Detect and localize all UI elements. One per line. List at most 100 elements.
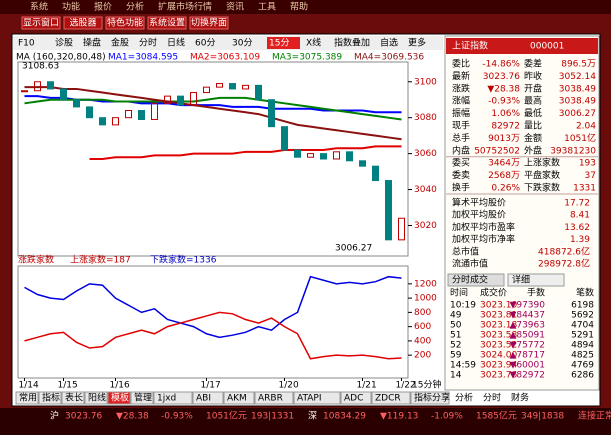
bottom-tab[interactable] (410, 391, 450, 405)
chart-tab[interactable]: X线 (306, 37, 321, 49)
trade-tab[interactable] (507, 273, 565, 287)
bottom-tab[interactable] (293, 391, 341, 405)
bottom-tab-label[interactable]: ARBR (258, 394, 283, 404)
bottom-tab-label[interactable]: 常用 (19, 392, 37, 404)
bottom-tab[interactable] (61, 391, 85, 405)
bottom-tab-label[interactable]: 表长 (65, 392, 83, 404)
stat-label: 加权平均股价 (452, 209, 506, 221)
quote-label: 开盘 (524, 82, 542, 94)
bottom-tab-label[interactable]: 1jxd (157, 394, 176, 404)
ma-label: MA4=3069.536 (354, 53, 424, 63)
quote-value: 9013万 (488, 134, 520, 144)
trade-tab-label[interactable]: 分时成交 (452, 274, 488, 286)
toolbar-label[interactable]: 显示窗口 (23, 17, 59, 29)
chart-tab[interactable]: 日线 (167, 37, 185, 49)
trade-cell: 4769 (571, 361, 594, 371)
menu-item[interactable]: 工具 (258, 2, 276, 13)
chart-tab[interactable]: 诊股 (55, 37, 73, 49)
x-tick-label: 1/15 (58, 381, 78, 391)
chart-tab[interactable]: 自选 (380, 37, 398, 49)
stat-value: 298972.8亿 (538, 258, 590, 270)
chart-tab[interactable]: 15分 (269, 38, 289, 49)
bottom-tab[interactable] (38, 391, 62, 405)
trade-header: 成交价 (480, 287, 507, 299)
status-item: 10834.29 (323, 412, 366, 422)
bottom-tab[interactable] (107, 391, 131, 405)
trade-tab[interactable] (447, 273, 505, 287)
trade-cell: ▼84437 (509, 311, 545, 321)
bottom-tab[interactable] (153, 391, 193, 405)
quote-header (446, 38, 598, 54)
bottom-tab[interactable] (371, 391, 411, 405)
y-tick-label: 1200 (414, 279, 437, 289)
bottom-tab[interactable] (84, 391, 108, 405)
side-tab[interactable]: 财务 (511, 392, 529, 404)
chart-tab[interactable]: 30分 (232, 38, 252, 49)
candle (99, 117, 106, 126)
chart-tab[interactable]: 指数叠加 (334, 37, 370, 49)
trade-cell: ▼75772 (509, 341, 545, 351)
menu-item[interactable]: 系统 (30, 1, 48, 13)
indicator-line (24, 311, 402, 360)
chart-tab[interactable]: 分时 (139, 37, 157, 49)
toolbar-button[interactable] (105, 16, 145, 30)
quote-value: ▼28.38 (487, 84, 520, 94)
bottom-tab[interactable] (340, 391, 372, 405)
bottom-tab-label[interactable]: 模板 (111, 392, 129, 404)
toolbar-label[interactable]: 切换界面 (191, 17, 227, 29)
toolbar-button[interactable] (21, 16, 61, 30)
bottom-tab-label[interactable]: 管理 (134, 392, 152, 404)
trade-tab-label[interactable]: 详细 (512, 274, 530, 286)
indicator-item: 下跌家数=1336 (150, 254, 217, 266)
chart-tab[interactable]: 金股 (111, 37, 129, 49)
trade-cell: 5692 (571, 311, 594, 321)
bottom-tab[interactable] (192, 391, 224, 405)
bottom-tab-label[interactable]: ADC (344, 394, 363, 404)
bottom-tab[interactable] (254, 391, 294, 405)
bottom-tab[interactable] (130, 391, 154, 405)
menu-item[interactable]: 资讯 (226, 2, 244, 13)
y-tick-label: 200 (414, 351, 431, 361)
quote-value: 1331 (573, 184, 596, 194)
trade-cell: 3024.00 (480, 351, 517, 361)
quote-value: 3464万 (488, 159, 520, 169)
x-tick-label: 1/14 (19, 381, 39, 391)
x-tick-label: 1/21 (357, 381, 377, 391)
bottom-tab[interactable] (223, 391, 255, 405)
side-tab[interactable]: 分时 (483, 392, 501, 404)
bottom-tab-label[interactable]: AKM (227, 394, 247, 404)
toolbar-label[interactable]: 系统设置 (149, 17, 185, 29)
menu-item[interactable]: 报价 (94, 1, 112, 13)
menu-item[interactable]: 分析 (126, 1, 144, 13)
chart-tab[interactable]: 60分 (195, 38, 215, 49)
bottom-tab-label[interactable]: ABI (196, 394, 211, 404)
y-tick-label: 600 (414, 322, 431, 332)
menu-item[interactable]: 扩展市场行情 (158, 1, 212, 13)
quote-label: 总手 (452, 132, 470, 144)
toolbar-button[interactable] (63, 16, 103, 30)
menu-item[interactable]: 帮助 (290, 1, 308, 13)
bottom-tab-label[interactable]: 阳线 (88, 392, 106, 404)
quote-label: 金额 (524, 132, 542, 144)
bottom-tab-label[interactable]: 指标 (42, 392, 60, 404)
bottom-tab-label[interactable]: ZDCR (375, 394, 401, 404)
x-tick-label: 1/17 (201, 381, 221, 391)
y-tick-label: 3040 (414, 185, 437, 195)
bottom-tab-label[interactable]: 指标分享 (414, 392, 450, 404)
bottom-tab-label[interactable]: ATAPI (297, 394, 322, 404)
toolbar-button[interactable] (147, 16, 187, 30)
candle (281, 126, 288, 151)
chart-tab[interactable]: F10 (18, 39, 35, 49)
quote-label: 涨幅 (452, 95, 470, 107)
chart-tab[interactable]: 操盘 (83, 37, 101, 49)
toolbar-label[interactable]: 特色功能 (107, 17, 143, 29)
toolbar-button[interactable] (189, 16, 229, 30)
stat-value: 13.62 (564, 223, 590, 233)
y-tick-label: 1000 (414, 294, 437, 304)
menu-item[interactable]: 功能 (62, 1, 80, 13)
chart-tab[interactable]: 更多 (408, 37, 426, 49)
toolbar-label[interactable]: 选股器 (69, 17, 96, 29)
side-tab[interactable]: 分析 (455, 392, 473, 404)
bottom-tab[interactable] (15, 391, 39, 405)
ma-params: MA (160,320,80,48) (16, 53, 106, 63)
